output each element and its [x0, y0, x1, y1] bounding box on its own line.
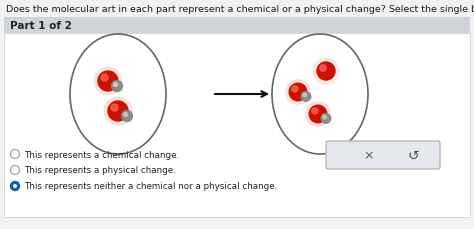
Ellipse shape [70, 35, 166, 154]
Circle shape [320, 65, 326, 72]
Circle shape [10, 166, 19, 175]
Circle shape [306, 102, 330, 127]
Text: ×: × [364, 149, 374, 162]
Circle shape [301, 92, 311, 102]
Circle shape [303, 94, 306, 97]
Circle shape [10, 150, 19, 159]
Circle shape [111, 81, 122, 92]
Text: This represents neither a chemical nor a physical change.: This represents neither a chemical nor a… [24, 182, 277, 191]
Text: Does the molecular art in each part represent a chemical or a physical change? S: Does the molecular art in each part repr… [6, 5, 474, 14]
FancyBboxPatch shape [326, 141, 440, 169]
Circle shape [98, 72, 118, 92]
Circle shape [101, 75, 108, 82]
Circle shape [113, 83, 118, 87]
Circle shape [321, 114, 331, 124]
Circle shape [124, 113, 128, 117]
Circle shape [13, 184, 17, 188]
Circle shape [289, 84, 307, 101]
Circle shape [111, 105, 118, 112]
Circle shape [104, 98, 132, 125]
Circle shape [313, 59, 339, 85]
Circle shape [10, 182, 19, 191]
Text: This represents a chemical change.: This represents a chemical change. [24, 150, 179, 159]
Circle shape [323, 116, 327, 119]
Text: Part 1 of 2: Part 1 of 2 [10, 21, 72, 31]
Circle shape [286, 80, 310, 105]
Circle shape [292, 87, 298, 93]
FancyBboxPatch shape [4, 34, 470, 217]
Text: ↺: ↺ [407, 148, 419, 162]
Circle shape [121, 111, 133, 122]
Ellipse shape [272, 35, 368, 154]
Text: This represents a physical change.: This represents a physical change. [24, 166, 176, 175]
Circle shape [317, 63, 335, 81]
Circle shape [309, 106, 327, 123]
Circle shape [312, 108, 318, 114]
Circle shape [94, 68, 122, 95]
Circle shape [108, 101, 128, 121]
FancyBboxPatch shape [4, 18, 470, 34]
